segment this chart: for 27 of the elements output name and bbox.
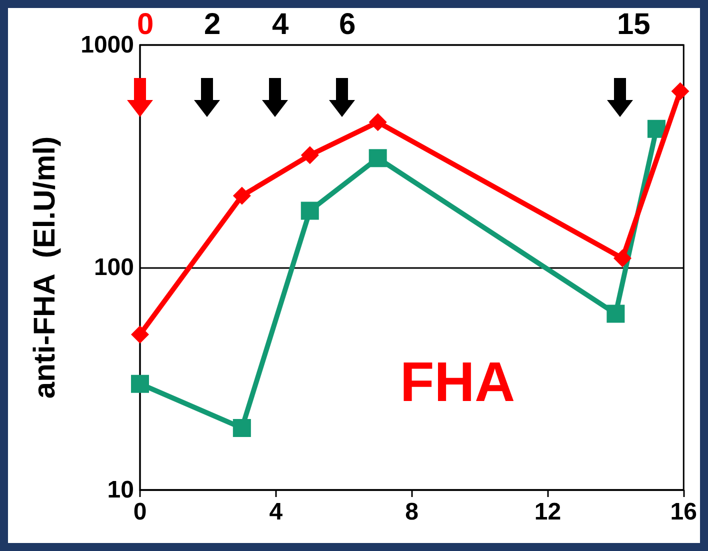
y-tick-label: 10	[107, 476, 134, 504]
point	[131, 325, 149, 344]
text: 15	[617, 8, 650, 41]
point	[300, 146, 319, 164]
point	[613, 249, 632, 268]
y-axis-title: anti-FHA (El.U/ml)	[28, 136, 62, 399]
point	[300, 202, 319, 220]
y-tick-label: 1000	[80, 32, 134, 58]
point	[232, 418, 251, 437]
point	[671, 82, 690, 100]
y-tick-label: 100	[94, 254, 134, 281]
point	[232, 186, 251, 205]
point	[131, 374, 149, 393]
text: 4	[272, 8, 289, 41]
x-tick-label: 0	[133, 498, 147, 526]
x-tick-label: 4	[269, 498, 284, 526]
x-tick-label: 16	[670, 498, 698, 526]
point	[368, 113, 387, 132]
point	[647, 120, 666, 138]
annotation: FHA	[400, 350, 516, 413]
text: 0	[137, 8, 154, 41]
x-tick-label: 8	[405, 498, 419, 526]
x-tick-label: 12	[534, 498, 562, 526]
point	[606, 304, 625, 323]
text: 6	[339, 8, 356, 41]
point	[368, 149, 387, 168]
text: 2	[204, 8, 221, 41]
